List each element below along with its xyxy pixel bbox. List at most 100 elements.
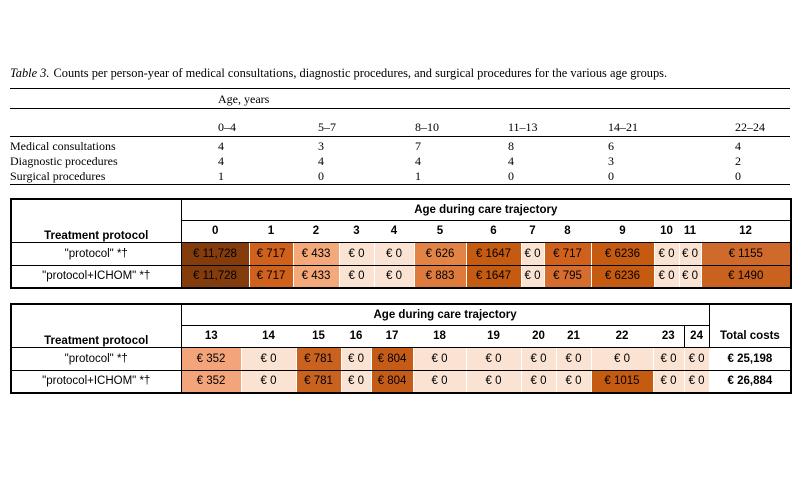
data-row: "protocol+ICHOM" *† € 352 € 0 € 781 € 0 € 804… (10, 369, 792, 394)
row-header: Treatment protocol (10, 198, 182, 243)
cell: € 1015 (590, 369, 654, 394)
cell: € 0 (653, 241, 680, 266)
column-header: 5–7 (318, 120, 336, 134)
cell: € 0 (340, 369, 372, 394)
row-label: Surgical procedures (10, 169, 106, 183)
rule (10, 88, 790, 89)
cell: 4 (735, 139, 741, 153)
column-header: 22 (591, 325, 653, 348)
cell: 6 (608, 139, 614, 153)
column-header: 16 (341, 325, 371, 348)
cell: € 0 (412, 369, 467, 394)
row-label: "protocol" *† (10, 241, 182, 266)
cell: € 0 (338, 264, 375, 289)
cell: € 0 (240, 346, 297, 371)
cell: € 0 (555, 346, 592, 371)
cell: € 717 (543, 241, 592, 266)
header-row: Treatment protocol Age during care trajec… (10, 198, 792, 243)
column-header: 11–13 (508, 120, 538, 134)
cell: € 11,728 (180, 241, 250, 266)
row-label: Diagnostic procedures (10, 154, 118, 168)
blank (708, 303, 792, 325)
column-header: Total costs (708, 325, 792, 348)
cell: € 804 (370, 346, 414, 371)
column-header: 13 (181, 325, 241, 348)
column-header: 2 (293, 220, 339, 243)
cell: € 0 (678, 264, 702, 289)
cell: 4 (218, 154, 224, 168)
column-header: 15 (296, 325, 341, 348)
cell: € 0 (555, 369, 592, 394)
column-header: 14–21 (608, 120, 638, 134)
cell: € 433 (292, 264, 340, 289)
cell: 0 (608, 169, 614, 183)
cell: € 0 (520, 264, 545, 289)
cell: 0 (735, 169, 741, 183)
cell: € 0 (240, 369, 297, 394)
column-group-header: Age, years (218, 92, 270, 106)
column-header: 22–24 (735, 120, 765, 134)
caption: Table 3. Counts per person-year of medica… (10, 66, 795, 81)
data-row: "protocol+ICHOM" *† € 11,728 € 717 € 433 € 0… (10, 264, 792, 289)
cell: € 0 (652, 346, 685, 371)
cell: € 0 (520, 241, 545, 266)
cell: € 781 (295, 346, 342, 371)
row-label: "protocol" *† (10, 346, 182, 371)
cell: € 883 (413, 264, 467, 289)
cell: € 1647 (465, 264, 522, 289)
column-header: 6 (466, 220, 521, 243)
column-header: 7 (521, 220, 544, 243)
cell: € 717 (248, 264, 294, 289)
column-header: 3 (339, 220, 374, 243)
cost-table: Treatment protocol Age during care trajec… (10, 198, 793, 289)
column-header: 14 (241, 325, 296, 348)
cell: 0 (318, 169, 324, 183)
cell: € 0 (412, 346, 467, 371)
cell: € 433 (292, 241, 340, 266)
row-label: "protocol+ICHOM" *† (10, 264, 182, 289)
cell: € 1155 (700, 241, 792, 266)
cell: 2 (735, 154, 741, 168)
cell: € 0 (683, 369, 710, 394)
column-header: 0–4 (218, 120, 236, 134)
rule (10, 136, 790, 137)
column-header: 10 (654, 220, 679, 243)
cell: € 25,198 (708, 346, 792, 371)
column-header: 23 (653, 325, 684, 348)
cell: € 0 (520, 346, 557, 371)
row-label: "protocol+ICHOM" *† (10, 369, 182, 394)
cell: € 1490 (700, 264, 792, 289)
header-row: 0 1 2 3 4 5 6 7 8 9 10 11 12 (11, 220, 792, 243)
cell: 4 (318, 154, 324, 168)
cell: € 6236 (590, 264, 655, 289)
header-row: 13 14 15 16 17 18 19 20 21 22 23 24 Total costs (11, 325, 792, 348)
row-label: Medical consultations (10, 139, 116, 153)
cost-table: Treatment protocol Age during care trajec… (10, 303, 793, 394)
column-header: 19 (466, 325, 521, 348)
column-header: 20 (521, 325, 556, 348)
cell: € 1647 (465, 241, 522, 266)
cell: € 0 (683, 346, 710, 371)
caption-label: Table 3. (10, 66, 50, 80)
cell: 1 (218, 169, 224, 183)
cell: € 0 (652, 369, 685, 394)
column-header: 8 (544, 220, 591, 243)
cell: 4 (508, 154, 514, 168)
header-row: Treatment protocol Age during care trajec… (10, 303, 792, 348)
cell: € 0 (678, 241, 702, 266)
group-header: Age during care trajectory (180, 198, 792, 221)
cell: € 352 (180, 346, 242, 371)
cell: € 0 (590, 346, 654, 371)
cell: € 804 (370, 369, 414, 394)
column-header: 8–10 (415, 120, 439, 134)
cell: € 0 (653, 264, 680, 289)
cell: € 0 (465, 369, 522, 394)
column-header: 12 (701, 220, 792, 243)
cell: € 781 (295, 369, 342, 394)
cell: € 0 (340, 346, 372, 371)
caption-text: Counts per person-year of medical consul… (53, 66, 668, 80)
group-header: Age during care trajectory (180, 303, 710, 326)
cell: € 717 (248, 241, 294, 266)
column-header: 0 (181, 220, 249, 243)
cell: € 352 (180, 369, 242, 394)
